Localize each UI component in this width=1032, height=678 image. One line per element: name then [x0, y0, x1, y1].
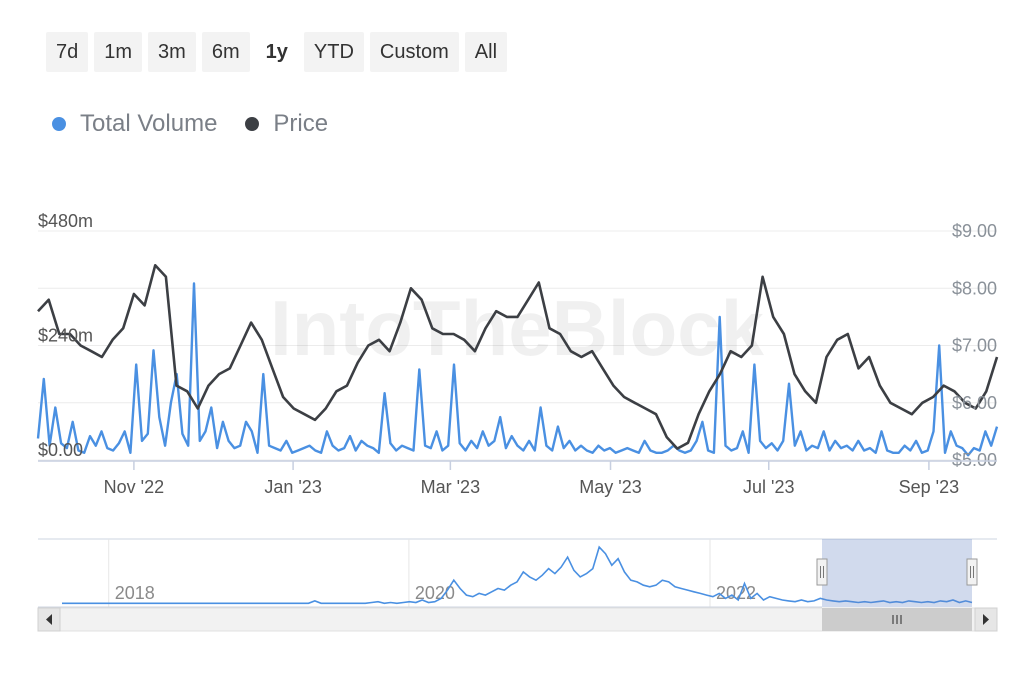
- range-button-1m[interactable]: 1m: [94, 32, 143, 72]
- range-button-7d[interactable]: 7d: [46, 32, 89, 72]
- navigator-right-handle[interactable]: [966, 558, 978, 586]
- x-tick-label: Mar '23: [421, 477, 480, 497]
- watermark: IntoTheBlock: [270, 284, 765, 372]
- range-button-ytd[interactable]: YTD: [303, 32, 364, 72]
- y-right-tick-label: $6.00: [952, 393, 997, 413]
- range-button-all[interactable]: All: [464, 32, 508, 72]
- range-button-6m[interactable]: 6m: [201, 32, 250, 72]
- range-selector: 7d 1m 3m 6m 1y YTD Custom All: [46, 32, 508, 72]
- legend-dot-total-volume: [52, 117, 66, 131]
- navigator-year-label: 2020: [415, 583, 455, 603]
- y-right-tick-label: $5.00: [952, 450, 997, 470]
- navigator-year-label: 2022: [716, 583, 756, 603]
- navigator-series-line: [62, 545, 973, 605]
- x-tick-label: Jan '23: [264, 477, 321, 497]
- chart-legend: Total Volume Price: [52, 110, 328, 138]
- legend-label-price: Price: [273, 110, 329, 137]
- y-left-tick-label: $240m: [38, 326, 93, 346]
- series-line-price: [37, 263, 999, 450]
- y-left-tick-label: $0.00: [38, 440, 83, 460]
- series-line-total-volume: [36, 282, 999, 457]
- y-right-tick-label: $7.00: [952, 336, 997, 356]
- legend-item-total-volume[interactable]: Total Volume: [52, 110, 217, 138]
- y-right-tick-label: $9.00: [952, 221, 997, 241]
- legend-label-total-volume: Total Volume: [80, 110, 218, 137]
- scroll-left-arrow-icon: [46, 614, 52, 625]
- legend-item-price[interactable]: Price: [245, 110, 328, 138]
- scroll-right-arrow-icon: [983, 614, 989, 625]
- x-tick-label: Sep '23: [899, 477, 960, 497]
- legend-dot-price: [245, 117, 260, 131]
- y-left-tick-label: $480m: [38, 211, 93, 231]
- navigator-year-label: 2018: [115, 583, 155, 603]
- navigator-selection-window[interactable]: [822, 539, 972, 607]
- x-tick-label: Jul '23: [743, 477, 794, 497]
- range-button-3m[interactable]: 3m: [148, 32, 196, 72]
- range-button-1y[interactable]: 1y: [255, 32, 298, 72]
- range-button-custom[interactable]: Custom: [369, 32, 459, 72]
- y-right-tick-label: $8.00: [952, 278, 997, 298]
- x-tick-label: Nov '22: [104, 477, 164, 497]
- navigator-left-handle[interactable]: [816, 558, 828, 586]
- x-tick-label: May '23: [579, 477, 641, 497]
